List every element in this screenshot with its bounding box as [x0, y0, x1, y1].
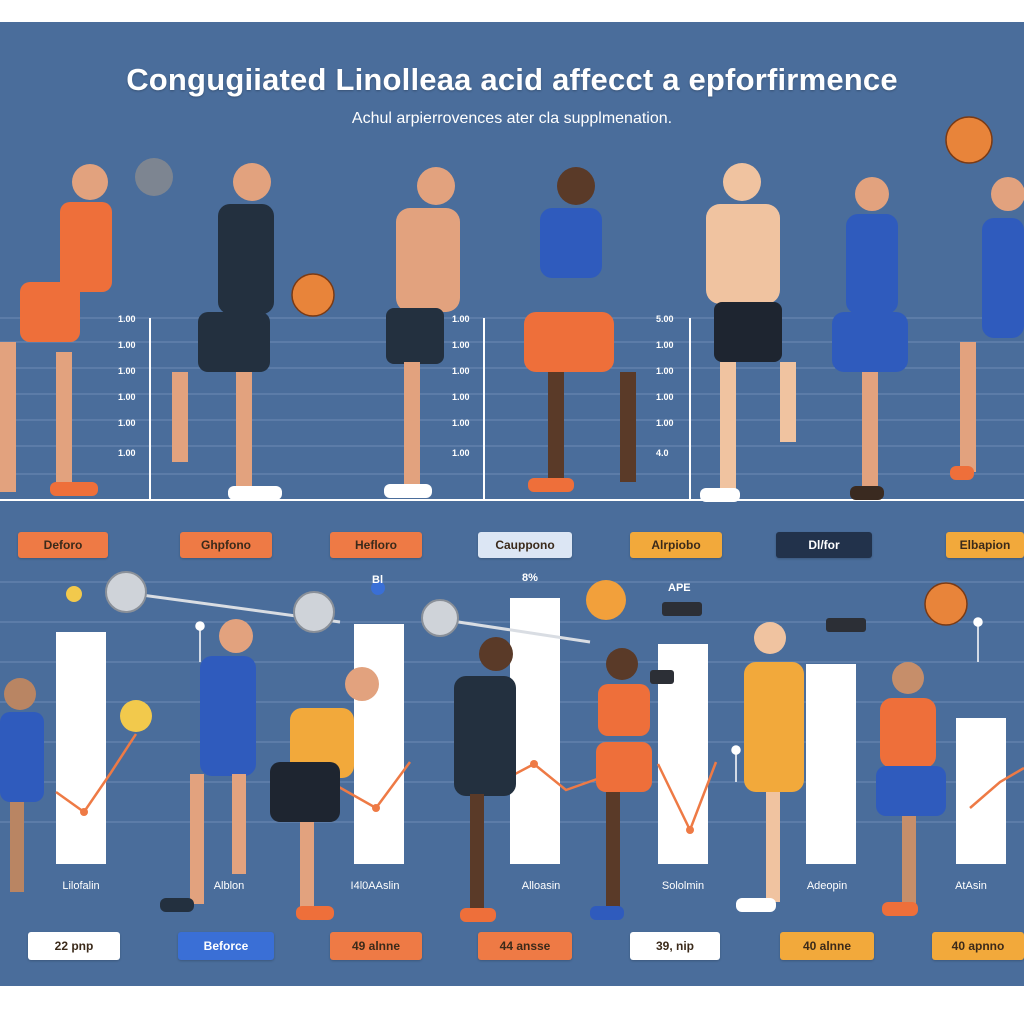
result-tag: Beforce — [178, 932, 274, 960]
barbell-icon — [105, 571, 341, 633]
athlete-10 — [270, 667, 379, 920]
basketball-icon — [291, 273, 335, 317]
axis-label: 1.00 — [118, 392, 136, 402]
axis-label: 1.00 — [452, 392, 470, 402]
dumbbell-icon — [650, 602, 866, 684]
axis-label: 5.00 — [656, 314, 674, 324]
athlete-7 — [950, 177, 1024, 480]
athlete-4 — [524, 167, 636, 492]
axis-label: 4.0 — [656, 448, 669, 458]
axis-label: 1.00 — [452, 366, 470, 376]
athlete-11 — [454, 637, 516, 922]
axis-label: 1.00 — [452, 418, 470, 428]
pin-icon — [195, 617, 983, 782]
axis-label: 1.00 — [118, 418, 136, 428]
column-name: Adeopin — [806, 880, 848, 892]
axis-label: 1.00 — [452, 448, 470, 458]
result-tag: 44 ansse — [478, 932, 572, 960]
basketball-icon — [586, 580, 626, 620]
athlete-13 — [736, 622, 804, 912]
phase-tag: Elbapion — [946, 532, 1024, 558]
athlete-8 — [0, 678, 44, 892]
axis-label: 1.00 — [118, 314, 136, 324]
poster: Congugiiated Linolleaa acid affecct a ep… — [0, 22, 1024, 986]
medal-icon — [120, 700, 152, 732]
page-title: Congugiiated Linolleaa acid affecct a ep… — [126, 62, 898, 97]
barbell-icon — [421, 599, 591, 644]
athlete-12 — [590, 648, 652, 920]
phase-tag: Alrpiobo — [630, 532, 722, 558]
result-tag: 40 apnno — [932, 932, 1024, 960]
column-name: AtAsin — [955, 880, 987, 892]
column-name: Lilofalin — [62, 880, 100, 892]
axis-label: 1.00 — [452, 314, 470, 324]
athlete-9 — [160, 619, 256, 912]
athlete-1 — [0, 164, 112, 496]
result-tag: 40 alnne — [780, 932, 874, 960]
axis-label: 1.00 — [118, 340, 136, 350]
heart-icon — [66, 586, 82, 602]
axis-label: 1.00 — [656, 366, 674, 376]
phase-tag: Dl/for — [776, 532, 872, 558]
bar-annotation: 8% — [522, 572, 538, 584]
basketball-icon — [924, 582, 968, 626]
pin-icon — [371, 581, 385, 595]
bar-annotation: APE — [668, 582, 691, 594]
bottom-bars — [56, 598, 1006, 864]
basketball-icon — [945, 116, 993, 164]
column-name: Alloasin — [521, 880, 561, 892]
axis-label: 1.00 — [656, 392, 674, 402]
result-tag: 39, nip — [630, 932, 720, 960]
athlete-5 — [700, 163, 796, 502]
result-tag: 22 pnp — [28, 932, 120, 960]
axis-label: 1.00 — [118, 448, 136, 458]
athlete-14 — [876, 662, 946, 916]
phase-tag: Hefloro — [330, 532, 422, 558]
phase-tag: Deforo — [18, 532, 108, 558]
bar-annotation: Bl — [372, 574, 383, 586]
axis-label: 1.00 — [118, 366, 136, 376]
athlete-6 — [832, 177, 908, 500]
athlete-3 — [384, 167, 460, 498]
result-tag: 49 alnne — [330, 932, 422, 960]
column-name: I4l0AAslin — [350, 880, 400, 892]
axis-label: 1.00 — [656, 418, 674, 428]
column-name: Sololmin — [661, 880, 705, 892]
axis-label: 1.00 — [656, 340, 674, 350]
athlete-2 — [172, 163, 282, 500]
athletes-illustration — [0, 116, 1024, 922]
phase-tag: Cauppono — [478, 532, 572, 558]
axis-label: 1.00 — [452, 340, 470, 350]
volleyball-icon — [135, 158, 173, 196]
phase-tag: Ghpfono — [180, 532, 272, 558]
column-name: Alblon — [213, 880, 245, 892]
page-subtitle: Achul arpierrovences ater cla supplmenat… — [351, 110, 673, 127]
